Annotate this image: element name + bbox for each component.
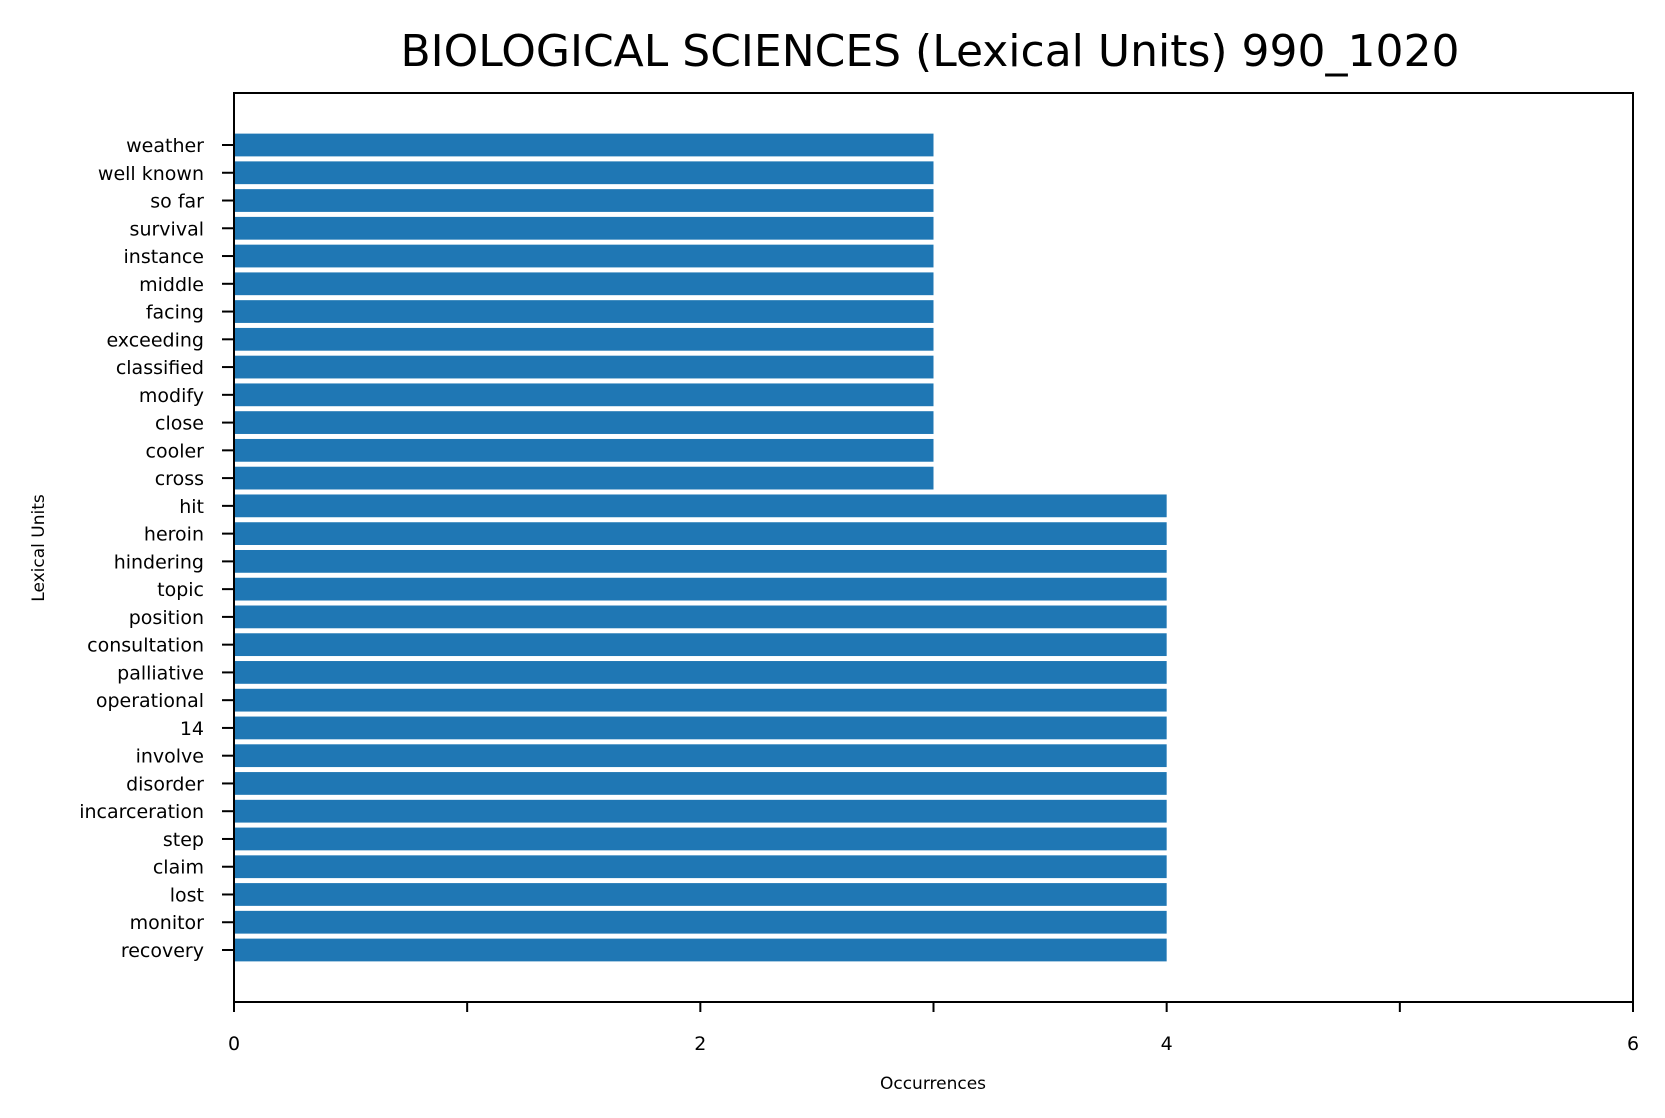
- bar: [234, 938, 1167, 962]
- bar: [234, 633, 1167, 657]
- x-axis-ticks: 0 2 4 6: [228, 1002, 1639, 1055]
- y-tick-label: close: [155, 413, 204, 435]
- x-tick-label: 0: [228, 1033, 240, 1055]
- bar: [234, 855, 1167, 879]
- bar: [234, 772, 1167, 795]
- bar: [234, 522, 1167, 546]
- bar: [234, 494, 1167, 518]
- y-tick-label: position: [129, 607, 204, 629]
- bar: [234, 605, 1167, 629]
- bar: [234, 244, 934, 268]
- bar: [234, 827, 1167, 851]
- x-axis-label: Occurrences: [880, 1074, 986, 1094]
- bar: [234, 466, 934, 490]
- bar: [234, 272, 934, 296]
- bar: [234, 799, 1167, 823]
- chart-title: BIOLOGICAL SCIENCES (Lexical Units) 990_…: [401, 26, 1460, 77]
- y-tick-label: cooler: [146, 440, 205, 462]
- y-tick-label: facing: [146, 302, 204, 324]
- y-tick-label: 14: [180, 718, 204, 740]
- y-tick-label: disorder: [126, 773, 204, 795]
- y-tick-label: middle: [139, 274, 204, 296]
- y-tick-label: so far: [150, 191, 204, 213]
- y-tick-label: topic: [157, 579, 204, 601]
- y-tick-label: cross: [155, 468, 204, 490]
- bar: [234, 300, 934, 323]
- y-tick-label: hit: [179, 496, 204, 518]
- y-tick-label: consultation: [87, 635, 204, 657]
- y-tick-label: classified: [116, 357, 204, 379]
- y-tick-label: palliative: [117, 662, 204, 684]
- bar: [234, 688, 1167, 712]
- bar: [234, 383, 934, 407]
- x-tick-label: 6: [1627, 1033, 1639, 1055]
- y-tick-label: incarceration: [79, 801, 204, 823]
- y-tick-label: operational: [96, 690, 204, 712]
- y-tick-label: weather: [126, 135, 204, 157]
- bar: [234, 133, 934, 157]
- y-tick-label: hindering: [114, 551, 204, 573]
- y-tick-label: recovery: [121, 940, 204, 962]
- y-tick-label: exceeding: [106, 329, 204, 351]
- bar: [234, 411, 934, 434]
- y-tick-label: involve: [136, 746, 204, 768]
- bar: [234, 577, 1167, 601]
- bar: [234, 327, 934, 351]
- bar: [234, 438, 934, 462]
- y-tick-label: claim: [153, 857, 204, 879]
- bars-group: [234, 133, 1167, 962]
- y-axis-ticks: weather well known so far survival instance m…: [79, 135, 234, 962]
- y-tick-label: instance: [124, 246, 205, 268]
- x-tick-label: 2: [694, 1033, 706, 1055]
- x-tick-label: 4: [1161, 1033, 1173, 1055]
- plot-frame: [233, 92, 1634, 1003]
- bar: [234, 744, 1167, 768]
- y-tick-label: monitor: [130, 912, 205, 934]
- bar: [234, 661, 1167, 684]
- bar: [234, 883, 1167, 906]
- y-tick-label: step: [163, 829, 204, 851]
- bar: [234, 355, 934, 379]
- bar: [234, 216, 934, 240]
- bar: [234, 910, 1167, 934]
- y-axis-label: Lexical Units: [29, 494, 49, 602]
- y-tick-label: heroin: [144, 524, 204, 546]
- bar: [234, 189, 934, 212]
- y-tick-label: lost: [170, 884, 204, 906]
- y-tick-label: survival: [130, 218, 204, 240]
- bar: [234, 549, 1167, 573]
- y-tick-label: modify: [139, 385, 204, 407]
- bar: [234, 716, 1167, 740]
- y-tick-label: well known: [98, 163, 204, 185]
- bar: [234, 161, 934, 185]
